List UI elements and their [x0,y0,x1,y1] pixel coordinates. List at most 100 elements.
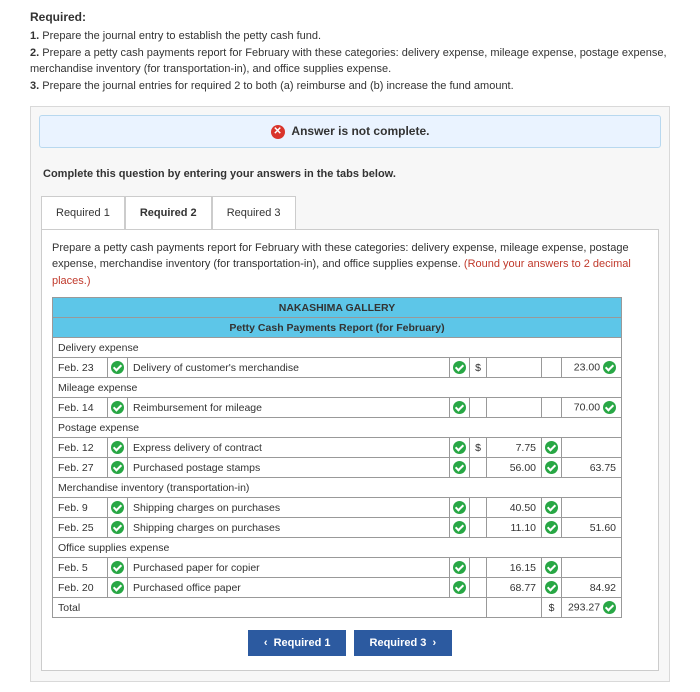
required-item: 1. Prepare the journal entry to establis… [30,28,670,45]
category-header: Merchandise inventory (transportation-in… [53,478,622,498]
check-icon [545,581,558,594]
row-desc-badge [450,458,470,478]
check-icon [545,501,558,514]
row-date: Feb. 5 [53,558,108,578]
check-icon [453,521,466,534]
tab-required-3[interactable]: Required 3 [212,196,296,229]
category-header: Office supplies expense [53,538,622,558]
row-currency [470,458,487,478]
row-desc[interactable]: Express delivery of contract [128,438,450,458]
row-currency: $ [470,358,487,378]
table-row: Feb. 25 Shipping charges on purchases 11.1… [53,518,622,538]
answer-panel: ✕ Answer is not complete. Complete this … [30,106,670,682]
check-icon [453,561,466,574]
prev-label: Required 1 [274,637,331,649]
row-currency [470,398,487,418]
tab-description: Prepare a petty cash payments report for… [52,240,648,290]
total-row: Total $293.27 [53,598,622,618]
row-badge [108,458,128,478]
row-amt-badge [542,438,562,458]
report-table: NAKASHIMA GALLERYPetty Cash Payments Rep… [52,297,622,618]
row-badge [108,578,128,598]
row-amount[interactable] [487,398,542,418]
row-desc-badge [450,558,470,578]
row-date: Feb. 12 [53,438,108,458]
row-amt-badge [542,398,562,418]
check-icon [111,401,124,414]
row-amount[interactable]: 56.00 [487,458,542,478]
check-icon [111,501,124,514]
row-amt-badge [542,498,562,518]
report-title: Petty Cash Payments Report (for February… [53,318,622,338]
row-desc[interactable]: Delivery of customer's merchandise [128,358,450,378]
row-date: Feb. 14 [53,398,108,418]
table-row: Feb. 9 Shipping charges on purchases 40.50 [53,498,622,518]
next-label: Required 3 [370,637,427,649]
check-icon [111,581,124,594]
total-blank [487,598,542,618]
row-badge [108,558,128,578]
report-company: NAKASHIMA GALLERY [53,298,622,318]
required-heading: Required: [30,10,670,24]
table-row: Feb. 5 Purchased paper for copier 16.15 [53,558,622,578]
row-currency [470,498,487,518]
row-desc-badge [450,358,470,378]
total-value: 293.27 [562,598,622,618]
total-currency: $ [542,598,562,618]
row-desc[interactable]: Shipping charges on purchases [128,498,450,518]
total-label: Total [53,598,487,618]
row-date: Feb. 23 [53,358,108,378]
required-list: 1. Prepare the journal entry to establis… [30,28,670,94]
row-amount[interactable]: 7.75 [487,438,542,458]
row-desc[interactable]: Shipping charges on purchases [128,518,450,538]
table-row: Feb. 12 Express delivery of contract $7.75 [53,438,622,458]
check-icon [453,441,466,454]
table-row: Feb. 14Reimbursement for mileage70.00 [53,398,622,418]
nav-buttons: ‹ Required 1 Required 3 › [52,630,648,656]
row-desc-badge [450,498,470,518]
table-row: Feb. 27Purchased postage stamps56.0063.7… [53,458,622,478]
row-amount[interactable]: 40.50 [487,498,542,518]
row-desc[interactable]: Reimbursement for mileage [128,398,450,418]
row-total [562,438,622,458]
check-icon [453,401,466,414]
row-desc-badge [450,438,470,458]
row-date: Feb. 25 [53,518,108,538]
row-currency: $ [470,438,487,458]
table-row: Feb. 23 Delivery of customer's merchandis… [53,358,622,378]
tabs-bar: Required 1Required 2Required 3 [31,196,669,229]
check-icon [603,361,616,374]
row-total [562,498,622,518]
row-amt-badge [542,558,562,578]
row-badge [108,358,128,378]
check-icon [545,521,558,534]
row-amount[interactable]: 11.10 [487,518,542,538]
prev-button[interactable]: ‹ Required 1 [248,630,347,656]
row-badge [108,438,128,458]
row-desc-badge [450,518,470,538]
row-total: 84.92 [562,578,622,598]
row-date: Feb. 9 [53,498,108,518]
check-icon [545,441,558,454]
alert-text: Answer is not complete. [291,124,429,138]
row-amount[interactable]: 68.77 [487,578,542,598]
row-amount[interactable] [487,358,542,378]
next-button[interactable]: Required 3 › [354,630,453,656]
row-amt-badge [542,578,562,598]
row-desc[interactable]: Purchased paper for copier [128,558,450,578]
check-icon [111,361,124,374]
category-header: Delivery expense [53,338,622,358]
check-icon [545,561,558,574]
row-badge [108,398,128,418]
row-currency [470,518,487,538]
required-section: Required: 1. Prepare the journal entry t… [30,10,670,94]
tab-required-2[interactable]: Required 2 [125,196,212,229]
check-icon [111,461,124,474]
row-desc[interactable]: Purchased office paper [128,578,450,598]
row-amount[interactable]: 16.15 [487,558,542,578]
tab-required-1[interactable]: Required 1 [41,196,125,229]
row-desc[interactable]: Purchased postage stamps [128,458,450,478]
check-icon [453,461,466,474]
category-header: Postage expense [53,418,622,438]
check-icon [111,521,124,534]
